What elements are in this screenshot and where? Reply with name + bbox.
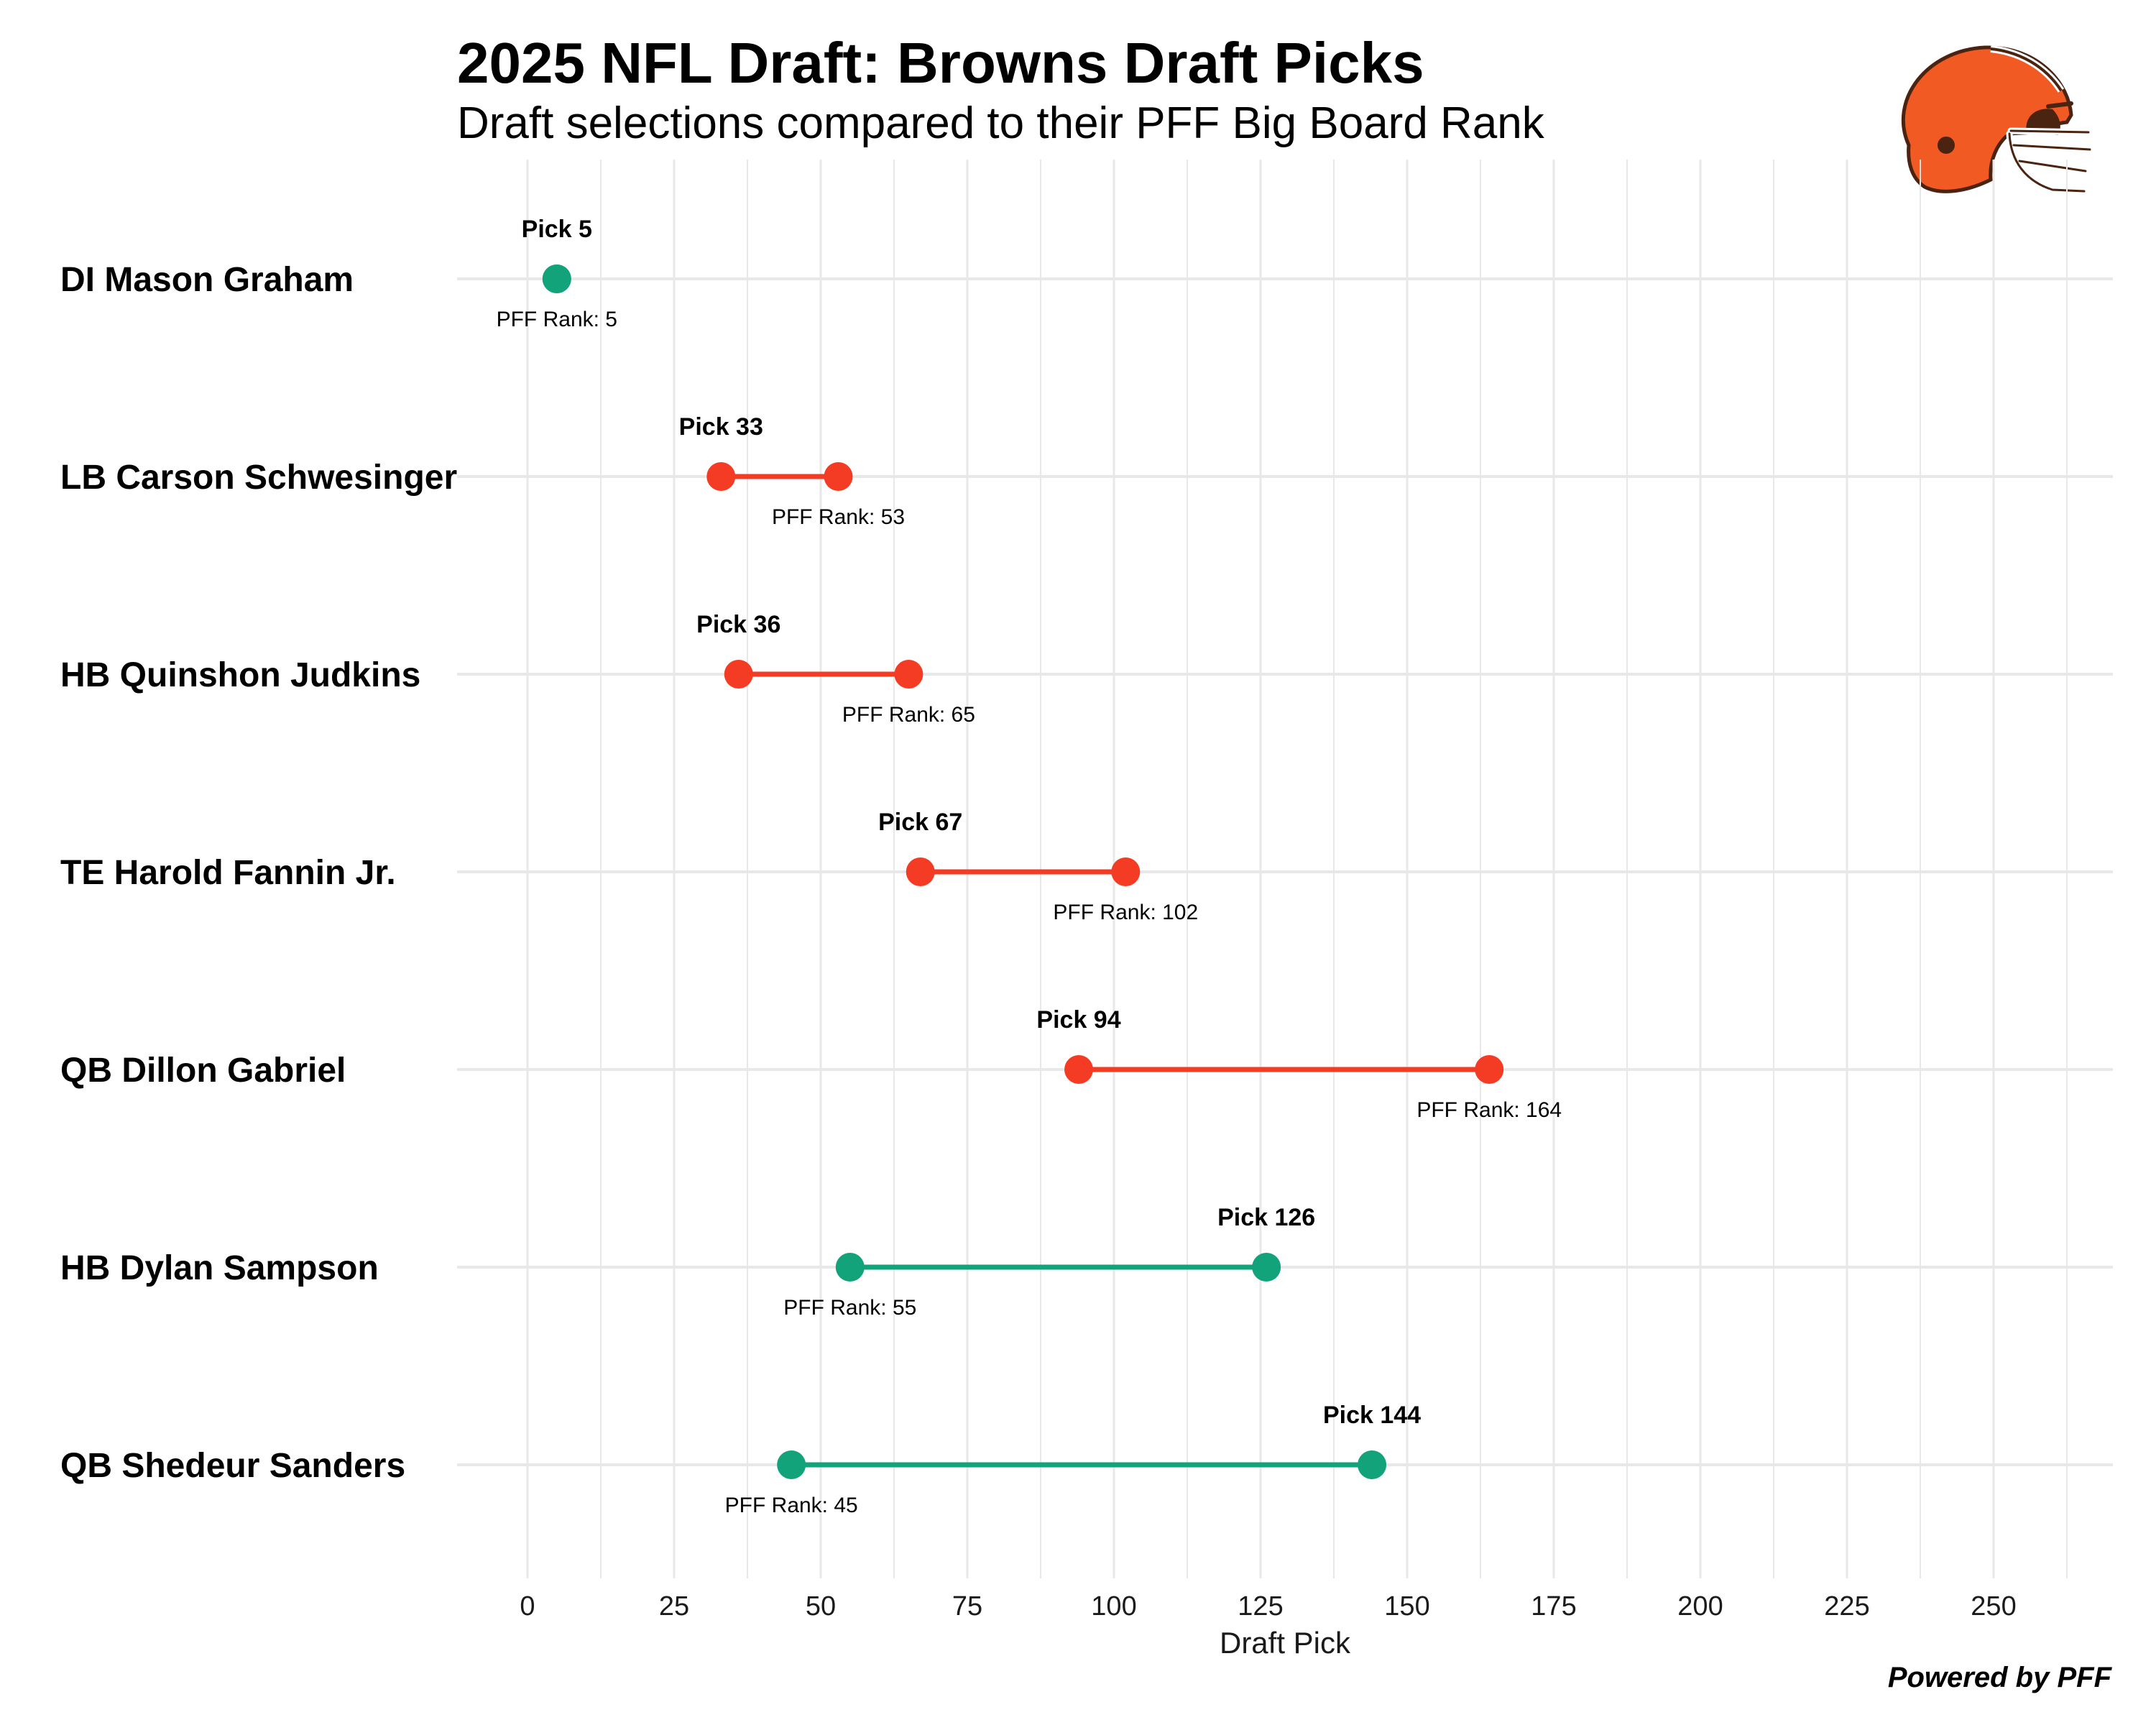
- pff-rank-point: [894, 660, 923, 689]
- pick-label: Pick 144: [1323, 1402, 1421, 1429]
- player-label: LB Carson Schwesinger: [60, 459, 457, 497]
- x-tick-label: 75: [952, 1591, 982, 1622]
- pff-rank-point: [1111, 857, 1141, 886]
- x-axis-title: Draft Pick: [1220, 1626, 1351, 1660]
- draft-pick-point: [1064, 1055, 1094, 1084]
- pff-rank-point: [1475, 1055, 1504, 1084]
- pff-rank-label: PFF Rank: 5: [497, 308, 617, 331]
- player-label: QB Dillon Gabriel: [60, 1052, 346, 1090]
- draft-pick-point: [724, 660, 753, 689]
- player-label: QB Shedeur Sanders: [60, 1447, 405, 1485]
- powered-by-caption: Powered by PFF: [1887, 1662, 2111, 1693]
- pff-rank-label: PFF Rank: 102: [1053, 901, 1198, 924]
- pff-rank-point: [777, 1450, 806, 1479]
- player-label: HB Dylan Sampson: [60, 1249, 379, 1287]
- pff-rank-point: [835, 1253, 865, 1282]
- x-tick-label: 250: [1971, 1591, 2016, 1622]
- x-axis: 0 25 50 75 100 125 150 175 200 225 250 Draft Pick: [520, 1591, 2016, 1660]
- x-tick-label: 0: [520, 1591, 535, 1622]
- pick-label: Pick 33: [679, 413, 763, 441]
- x-tick-label: 125: [1238, 1591, 1283, 1622]
- pff-rank-label: PFF Rank: 164: [1416, 1098, 1562, 1122]
- player-label: HB Quinshon Judkins: [60, 656, 420, 694]
- pff-rank-label: PFF Rank: 45: [725, 1494, 858, 1517]
- draft-pick-point: [706, 462, 736, 491]
- chart-title: 2025 NFL Draft: Browns Draft Picks: [457, 31, 1424, 95]
- grid: [457, 160, 2113, 1578]
- pick-label: Pick 126: [1217, 1204, 1315, 1231]
- pick-label: Pick 36: [696, 611, 780, 638]
- player-label: TE Harold Fannin Jr.: [60, 854, 396, 892]
- draft-pick-point: [1358, 1450, 1387, 1479]
- chart-subtitle: Draft selections compared to their PFF B…: [457, 98, 1544, 148]
- x-tick-label: 175: [1531, 1591, 1576, 1622]
- pff-rank-point: [824, 462, 853, 491]
- x-tick-label: 200: [1677, 1591, 1723, 1622]
- pick-label: Pick 67: [878, 809, 962, 836]
- x-tick-label: 100: [1091, 1591, 1136, 1622]
- x-tick-label: 50: [806, 1591, 836, 1622]
- x-tick-label: 225: [1824, 1591, 1869, 1622]
- x-tick-label: 25: [659, 1591, 689, 1622]
- x-tick-label: 150: [1384, 1591, 1429, 1622]
- draft-pick-point: [1252, 1253, 1281, 1282]
- pff-rank-label: PFF Rank: 53: [772, 505, 905, 529]
- pick-label: Pick 5: [522, 216, 592, 243]
- pick-label: Pick 94: [1036, 1006, 1120, 1034]
- draft-pick-point: [906, 857, 935, 886]
- chart-marks: Pick 5 PFF Rank: 5 Pick 33 PFF Rank: 53 Pick…: [497, 216, 1562, 1517]
- player-label: DI Mason Graham: [60, 261, 354, 299]
- draft-pick-point: [542, 264, 571, 293]
- player-labels: DI Mason Graham LB Carson Schwesinger HB Q…: [60, 261, 457, 1485]
- browns-helmet-icon: [1883, 37, 2099, 210]
- pff-rank-label: PFF Rank: 55: [783, 1296, 916, 1320]
- pff-rank-label: PFF Rank: 65: [842, 703, 975, 727]
